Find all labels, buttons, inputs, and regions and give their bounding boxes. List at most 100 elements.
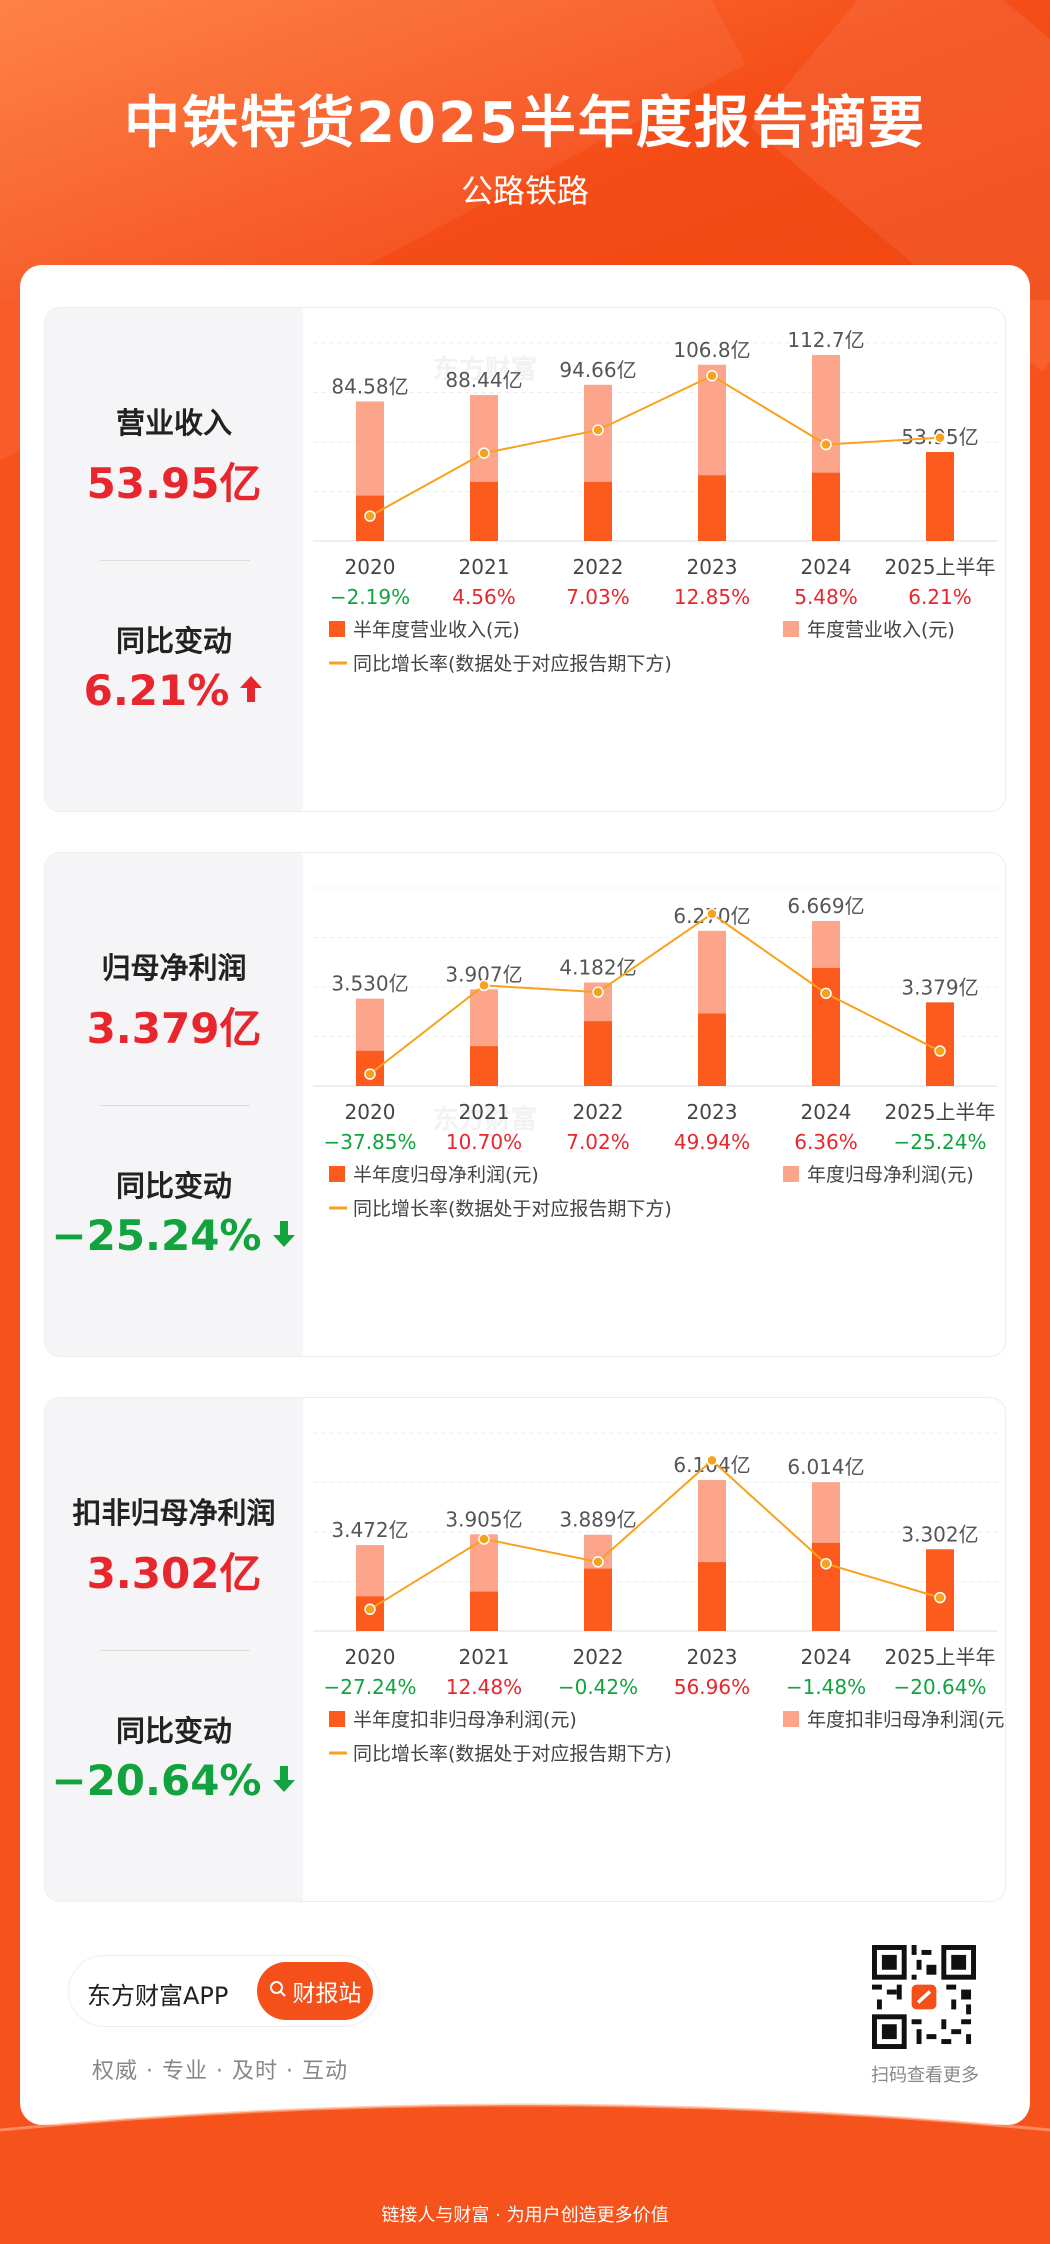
growth-point (592, 986, 604, 998)
legend-growth-label: 同比增长率(数据处于对应报告期下方) (353, 1743, 672, 1765)
change-value: 6.21% (83, 666, 230, 715)
growth-rate-label: 12.48% (446, 1675, 522, 1699)
section-deducted-net-profit: 扣非归母净利润 3.302亿 同比变动 −20.64% 3.472亿 3.905亿… (44, 1397, 1006, 1902)
x-tick-label: 2020 (345, 1100, 396, 1124)
half-year-bar (470, 1046, 498, 1086)
bottom-wave (0, 2103, 1050, 2244)
legend-half-swatch (329, 621, 345, 637)
metric-label: 营业收入 (115, 406, 232, 440)
legend-annual-label: 年度扣非归母净利润(元) (807, 1709, 1006, 1731)
search-icon (269, 1978, 287, 2004)
half-year-bar (698, 1562, 726, 1631)
bar-value-label: 112.7亿 (787, 328, 864, 352)
x-tick-label: 2024 (801, 555, 852, 579)
divider (100, 1650, 250, 1651)
page-subtitle: 公路铁路 (460, 172, 589, 210)
metric-panel: 归母净利润 3.379亿 同比变动 −25.24% (45, 853, 303, 1356)
change-label: 同比变动 (115, 624, 232, 658)
bar-value-label: 3.302亿 (901, 1522, 978, 1546)
change-label: 同比变动 (115, 1169, 232, 1203)
growth-point (820, 438, 832, 451)
arrow-down-icon (271, 1219, 297, 1253)
change-row: −25.24% (45, 1211, 303, 1260)
report-station-label: 财报站 (292, 1981, 362, 2007)
growth-rate-label: −27.24% (323, 1675, 416, 1699)
half-year-bar (812, 1542, 840, 1631)
half-year-bar (584, 481, 612, 541)
growth-rate-label: −2.19% (330, 585, 410, 609)
arrow-down-icon (271, 1764, 297, 1798)
legend-half-swatch (329, 1166, 345, 1182)
growth-point (364, 1068, 376, 1080)
growth-rate-label: 7.03% (566, 585, 630, 609)
x-tick-label: 2024 (801, 1100, 852, 1124)
x-tick-label: 2022 (573, 1100, 624, 1124)
change-row: −20.64% (45, 1756, 303, 1805)
bar-value-label: 106.8亿 (673, 338, 750, 362)
bar-value-label: 84.58亿 (331, 374, 408, 398)
legend-annual-label: 年度营业收入(元) (807, 619, 955, 641)
x-tick-label: 2021 (459, 1645, 510, 1669)
app-badge: 东方财富APP 财报站 (68, 1955, 380, 2027)
growth-point (478, 1533, 490, 1545)
bar-value-label: 3.889亿 (559, 1508, 636, 1532)
half-year-bar (470, 481, 498, 541)
x-tick-label: 2022 (573, 1645, 624, 1669)
growth-point (364, 510, 376, 522)
watermark-text: 东方财富 (433, 1104, 537, 1135)
legend-half-swatch (329, 1711, 345, 1727)
growth-rate-label: 4.56% (452, 585, 516, 609)
growth-rate-label: 5.48% (794, 585, 858, 609)
report-station-button[interactable]: 财报站 (257, 1962, 373, 2020)
growth-point (934, 431, 946, 444)
x-tick-label: 2023 (687, 1100, 738, 1124)
bar-value-label: 3.379亿 (901, 975, 978, 999)
growth-point (820, 987, 832, 1000)
legend-half-label: 半年度扣非归母净利润(元) (353, 1709, 577, 1731)
qr-code-icon[interactable] (872, 1945, 976, 2049)
app-name: 东方财富APP (87, 1982, 229, 2010)
qr-caption: 扫码查看更多 (871, 2065, 979, 2086)
growth-rate-label: −0.42% (558, 1675, 638, 1699)
half-year-bar (926, 451, 954, 541)
arrow-up-icon (238, 674, 264, 708)
change-label: 同比变动 (115, 1714, 232, 1748)
metric-value: 3.302亿 (86, 1549, 262, 1598)
legend-half-label: 半年度营业收入(元) (353, 619, 520, 641)
metric-label: 扣非归母净利润 (72, 1496, 276, 1530)
growth-point (592, 1556, 604, 1568)
x-tick-label: 2025上半年 (885, 1100, 996, 1124)
half-year-bar (812, 472, 840, 541)
growth-rate-label: −20.64% (893, 1675, 986, 1699)
divider (100, 560, 250, 561)
legend-half-label: 半年度归母净利润(元) (353, 1164, 539, 1186)
legend-annual-label: 年度归母净利润(元) (807, 1164, 974, 1186)
metric-panel: 营业收入 53.95亿 同比变动 6.21% (45, 308, 303, 811)
growth-line (369, 912, 941, 1075)
legend-annual-swatch (783, 1166, 799, 1182)
bar-value-label: 88.44亿 (445, 368, 522, 392)
growth-point (364, 1603, 376, 1616)
divider (100, 1105, 250, 1106)
bar-value-label: 6.669亿 (787, 894, 864, 918)
legend-annual-swatch (783, 621, 799, 637)
revenue-chart: 东方财富84.58亿88.44亿94.66亿106.8亿112.7亿53.95亿… (313, 328, 997, 675)
growth-rate-label: 56.96% (674, 1675, 750, 1699)
growth-point (706, 369, 718, 382)
bar-value-label: 6.014亿 (787, 1455, 864, 1479)
x-tick-label: 2021 (459, 1100, 510, 1124)
half-year-bar (698, 1013, 726, 1086)
half-year-bar (926, 1549, 954, 1631)
bar-value-label: 3.472亿 (331, 1518, 408, 1542)
report-card: 营业收入 53.95亿 同比变动 6.21% 东方财富 84.58亿 88.44亿 9… (20, 265, 1030, 2125)
growth-point (706, 908, 718, 920)
metric-value: 3.379亿 (86, 1004, 262, 1053)
growth-line (369, 1459, 941, 1611)
growth-rate-label: −1.48% (786, 1675, 866, 1699)
half-year-bar (698, 475, 726, 541)
bar-value-label: 3.530亿 (331, 972, 408, 996)
x-tick-label: 2025上半年 (885, 555, 996, 579)
x-tick-label: 2023 (687, 555, 738, 579)
growth-point (706, 1454, 718, 1467)
page-title: 中铁特货2025半年度报告摘要 (124, 91, 926, 156)
